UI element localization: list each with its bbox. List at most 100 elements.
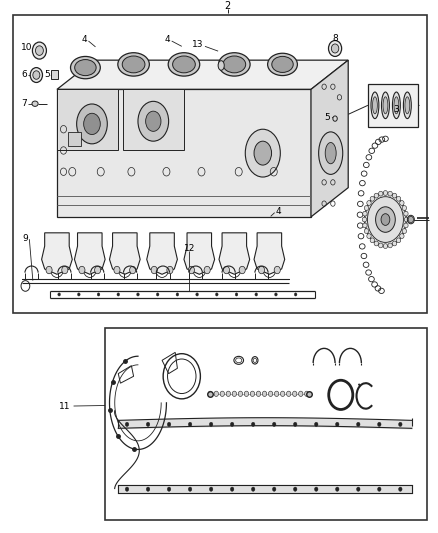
- Circle shape: [46, 266, 52, 274]
- Circle shape: [220, 391, 225, 397]
- Circle shape: [408, 216, 413, 223]
- Ellipse shape: [84, 114, 100, 134]
- Ellipse shape: [394, 97, 399, 114]
- Circle shape: [299, 391, 303, 397]
- Circle shape: [146, 422, 150, 426]
- Circle shape: [304, 391, 309, 397]
- Circle shape: [188, 422, 192, 426]
- Ellipse shape: [374, 241, 378, 246]
- Ellipse shape: [392, 92, 400, 119]
- Circle shape: [208, 391, 212, 397]
- Circle shape: [314, 422, 318, 426]
- Ellipse shape: [122, 56, 145, 73]
- Circle shape: [62, 266, 68, 274]
- Circle shape: [125, 487, 129, 491]
- Circle shape: [78, 293, 80, 296]
- Circle shape: [167, 266, 173, 274]
- Ellipse shape: [363, 211, 367, 216]
- Circle shape: [95, 266, 101, 274]
- Ellipse shape: [363, 223, 367, 228]
- Ellipse shape: [364, 206, 369, 211]
- Ellipse shape: [173, 56, 195, 73]
- Circle shape: [357, 487, 360, 491]
- Circle shape: [314, 487, 318, 491]
- Ellipse shape: [331, 44, 339, 53]
- Ellipse shape: [378, 243, 383, 248]
- Circle shape: [357, 422, 360, 426]
- Polygon shape: [147, 233, 177, 274]
- Ellipse shape: [381, 92, 389, 119]
- Circle shape: [268, 391, 273, 397]
- Ellipse shape: [404, 217, 409, 222]
- Ellipse shape: [30, 68, 42, 83]
- Ellipse shape: [333, 116, 337, 121]
- Circle shape: [274, 266, 280, 274]
- Ellipse shape: [77, 104, 107, 144]
- Circle shape: [230, 487, 234, 491]
- Circle shape: [137, 293, 139, 296]
- Ellipse shape: [370, 238, 374, 243]
- Circle shape: [258, 266, 265, 274]
- Ellipse shape: [138, 101, 169, 141]
- Ellipse shape: [400, 233, 404, 238]
- Circle shape: [146, 487, 150, 491]
- Ellipse shape: [367, 233, 371, 238]
- Circle shape: [378, 487, 381, 491]
- Ellipse shape: [403, 92, 411, 119]
- Circle shape: [58, 293, 60, 296]
- Ellipse shape: [392, 241, 397, 246]
- Circle shape: [130, 266, 136, 274]
- Ellipse shape: [370, 196, 374, 201]
- Ellipse shape: [396, 238, 401, 243]
- Ellipse shape: [407, 215, 414, 224]
- Circle shape: [215, 293, 218, 296]
- Ellipse shape: [364, 229, 369, 233]
- Circle shape: [244, 391, 249, 397]
- Ellipse shape: [245, 129, 280, 177]
- Polygon shape: [311, 60, 348, 217]
- Ellipse shape: [33, 71, 40, 79]
- Polygon shape: [68, 132, 81, 146]
- Polygon shape: [57, 90, 311, 217]
- Circle shape: [250, 391, 254, 397]
- Text: 4: 4: [81, 35, 87, 44]
- Ellipse shape: [381, 214, 390, 225]
- Text: 9: 9: [22, 233, 28, 243]
- Ellipse shape: [71, 56, 100, 79]
- Circle shape: [79, 266, 85, 274]
- Circle shape: [232, 391, 237, 397]
- Ellipse shape: [372, 97, 377, 114]
- Bar: [13, 15, 427, 312]
- Circle shape: [209, 487, 213, 491]
- Ellipse shape: [400, 200, 404, 205]
- Circle shape: [226, 391, 230, 397]
- Text: 7: 7: [21, 99, 27, 108]
- Circle shape: [214, 391, 219, 397]
- Ellipse shape: [367, 200, 371, 205]
- Ellipse shape: [32, 101, 38, 107]
- Circle shape: [114, 266, 120, 274]
- Circle shape: [188, 487, 192, 491]
- Ellipse shape: [383, 97, 388, 114]
- Ellipse shape: [325, 142, 336, 164]
- Ellipse shape: [32, 42, 46, 59]
- Ellipse shape: [75, 60, 96, 76]
- Circle shape: [97, 293, 100, 296]
- Bar: [368, 84, 418, 126]
- Ellipse shape: [388, 243, 392, 248]
- Ellipse shape: [383, 244, 388, 248]
- Polygon shape: [110, 233, 140, 274]
- Ellipse shape: [268, 53, 297, 76]
- Circle shape: [255, 293, 258, 296]
- Ellipse shape: [364, 193, 406, 246]
- Ellipse shape: [223, 56, 246, 73]
- Ellipse shape: [404, 223, 408, 228]
- Text: 5: 5: [44, 70, 50, 79]
- Ellipse shape: [318, 132, 343, 174]
- Circle shape: [251, 422, 255, 426]
- Ellipse shape: [168, 53, 200, 76]
- Ellipse shape: [388, 191, 392, 196]
- Polygon shape: [219, 233, 250, 274]
- Ellipse shape: [402, 229, 406, 233]
- Ellipse shape: [254, 141, 272, 165]
